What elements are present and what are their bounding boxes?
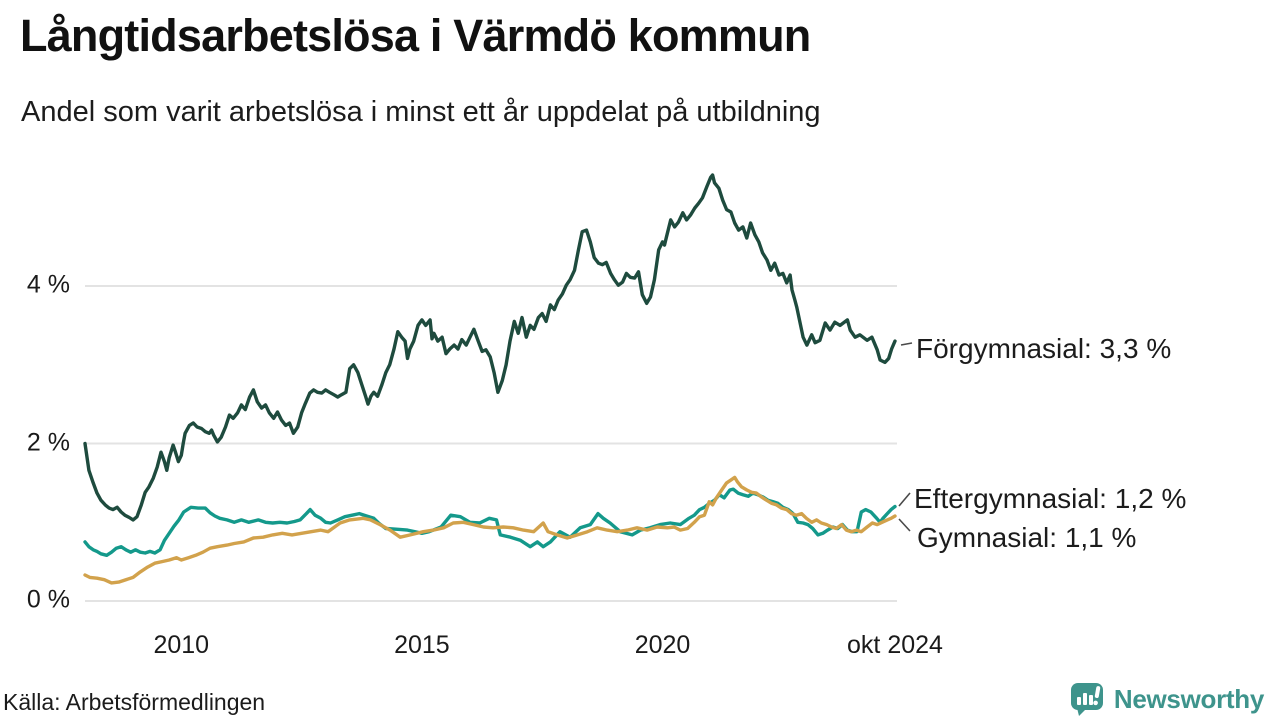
series-line-eftergymnasial [83, 487, 897, 557]
page-subtitle: Andel som varit arbetslösa i minst ett å… [21, 96, 821, 128]
y-tick-label-0: 0 % [26, 585, 70, 614]
y-tick-label-4: 4 % [26, 270, 70, 299]
connector-forgymnasial [900, 342, 913, 346]
series-lines-layer [83, 173, 897, 585]
y-tick-label-2: 2 % [26, 428, 70, 456]
x-tick-label-2020: 2020 [634, 631, 691, 659]
source-credit: Källa: Arbetsförmedlingen [3, 689, 266, 715]
label-connectors-layer [898, 342, 913, 532]
newsworthy-brand: Newsworthy [1069, 682, 1264, 717]
series-end-label-forgymnasial: Förgymnasial: 3,3 % [916, 333, 1172, 364]
gridlines-layer [85, 285, 897, 602]
newsworthy-wordmark: Newsworthy [1113, 684, 1264, 714]
x-tick-label-okt-2024: okt 2024 [847, 631, 943, 659]
page-title: Långtidsarbetslösa i Värmdö kommun [20, 10, 811, 61]
connector-gymnasial [898, 518, 911, 532]
series-end-label-gymnasial: Gymnasial: 1,1 % [917, 522, 1137, 553]
series-end-label-eftergymnasial: Eftergymnasial: 1,2 % [914, 483, 1187, 514]
series-line-forgymnasial [83, 173, 897, 522]
bar-chart-speech-bubble-icon [1070, 683, 1103, 716]
connector-eftergymnasial [898, 492, 911, 507]
series-line-gymnasial [83, 475, 897, 585]
x-tick-label-2010: 2010 [153, 631, 210, 659]
x-tick-label-2015: 2015 [394, 631, 450, 659]
